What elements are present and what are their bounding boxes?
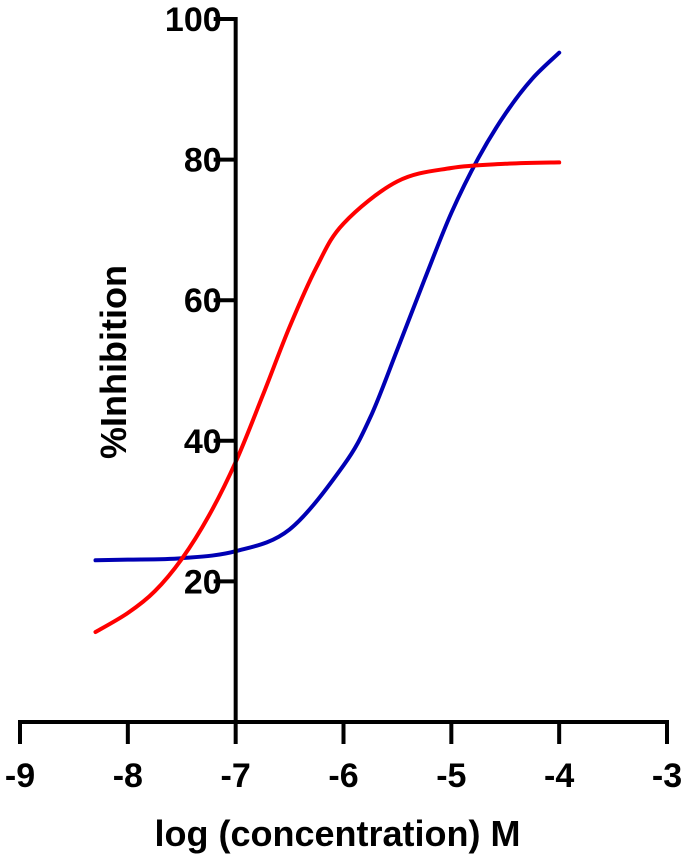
y-tick-label: 40 [184,423,222,461]
x-tick-label: -3 [652,757,682,795]
x-tick-label: -8 [113,757,143,795]
y-axis-ticks: 20 40 60 80 100 [165,1,236,601]
series-line-blue [93,50,562,563]
series-line-red [93,160,562,634]
y-tick-label: 60 [184,282,222,320]
y-axis-title: %Inhibition [93,265,134,459]
x-axis-title: log (concentration) M [155,813,521,854]
x-tick-label: -6 [328,757,358,795]
x-axis-ticks: -9 -8 -7 -6 -5 -4 -3 [5,722,682,795]
x-tick-label: -5 [436,757,466,795]
y-tick-label: 100 [165,1,222,39]
series-lines [93,50,562,634]
x-tick-label: -4 [544,757,574,795]
x-tick-label: -9 [5,757,35,795]
x-tick-label: -7 [221,757,251,795]
y-tick-label: 20 [184,563,222,601]
y-tick-label: 80 [184,142,222,180]
